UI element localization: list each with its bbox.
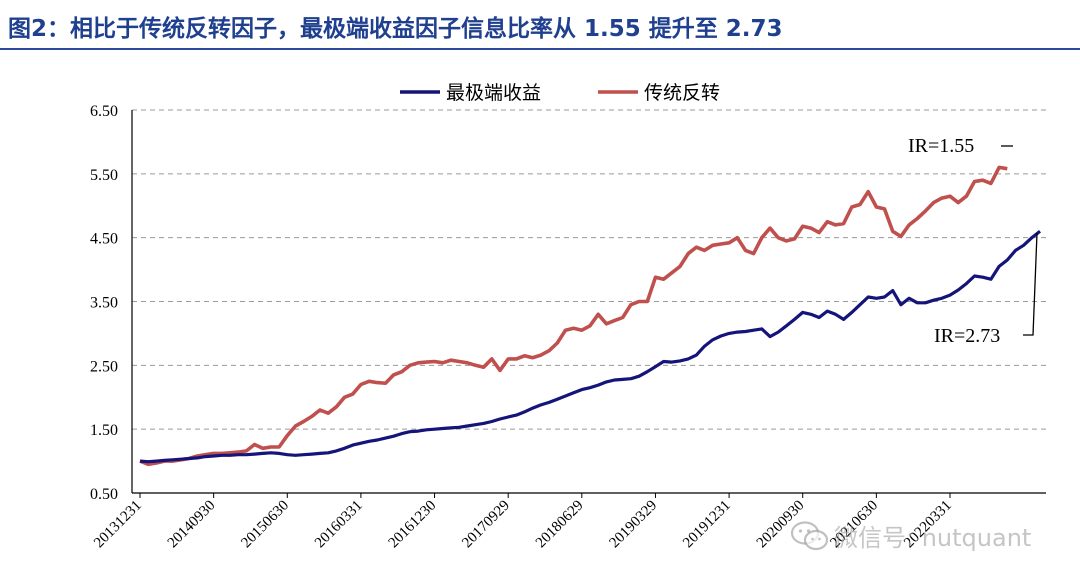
legend-label: 最极端收益 [446,82,541,104]
annotation-label: IR=1.55 [908,135,974,157]
x-tick-label: 20161230 [386,498,440,552]
y-tick-label: 1.50 [90,422,118,439]
annotation-label: IR=2.73 [934,325,1000,347]
watermark: 微信号: nutquant [790,514,1070,554]
wechat-icon [790,521,829,551]
title-divider [0,48,1080,50]
figure-title: 图2：相比于传统反转因子，最极端收益因子信息比率从 1.55 提升至 2.73 [8,16,783,42]
legend: 最极端收益 传统反转 [400,82,720,104]
y-tick-label: 4.50 [90,231,118,248]
gridlines [132,109,1046,430]
legend-label: 传统反转 [644,82,720,104]
x-tick-label: 20160331 [312,498,366,552]
x-tick-label: 20170929 [459,498,513,552]
y-tick-label: 3.50 [90,295,118,312]
x-tick-label: 20150630 [238,498,292,552]
x-tick-label: 20180629 [533,498,587,552]
x-tick-label: 20190329 [607,498,661,552]
y-tick-label: 0.50 [90,486,118,503]
series-line-traditional-reversal [139,165,1008,467]
x-tick-label: 20131231 [91,498,145,552]
annotations: IR=1.55 IR=2.73 [908,135,1038,347]
series-lines [139,165,1041,467]
x-tick-label: 20140930 [165,498,219,552]
x-tick-label: 20191231 [680,498,734,552]
y-tick-label: 6.50 [90,103,118,120]
axes: 0.50 1.50 2.50 3.50 4.50 5.50 6.50 20131231 2014… [90,103,1046,551]
watermark-text: 微信号: nutquant [834,524,1032,552]
series-line-extreme-return [139,230,1041,464]
y-tick-label: 2.50 [90,358,118,375]
annotation-leader [1023,233,1038,336]
y-tick-label: 5.50 [90,167,118,184]
